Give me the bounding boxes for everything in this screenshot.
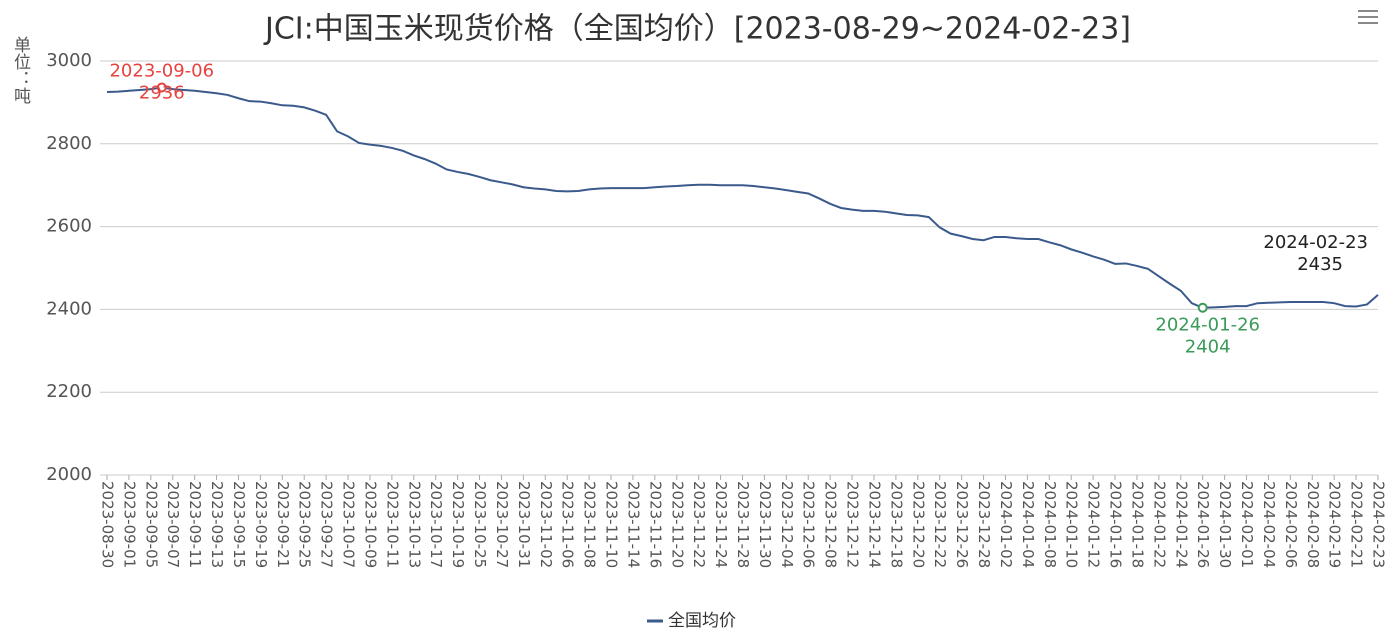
series-line bbox=[106, 86, 1379, 309]
y-tick-label: 2600 bbox=[46, 216, 92, 237]
x-tick-label: 2024-01-10 bbox=[1063, 481, 1081, 568]
y-axis-label: 单位：吨 bbox=[10, 36, 31, 104]
x-tick-label: 2024-01-12 bbox=[1085, 481, 1103, 568]
x-tick-label: 2023-09-05 bbox=[142, 481, 160, 568]
x-tick-label: 2023-11-24 bbox=[712, 481, 730, 568]
x-tick-label: 2023-09-07 bbox=[164, 481, 182, 568]
x-tick-label: 2023-09-11 bbox=[186, 481, 204, 568]
x-tick-label: 2023-11-14 bbox=[624, 481, 642, 568]
x-tick-label: 2023-09-21 bbox=[274, 481, 292, 568]
y-tick-label: 2000 bbox=[46, 464, 92, 485]
x-tick-label: 2023-10-19 bbox=[449, 481, 467, 568]
legend-label: 全国均价 bbox=[668, 611, 736, 631]
x-tick-label: 2023-10-17 bbox=[427, 481, 445, 568]
marker-date: 2024-01-26 bbox=[1155, 315, 1260, 336]
x-tick-label: 2023-09-19 bbox=[252, 481, 270, 568]
x-tick-label: 2023-12-28 bbox=[975, 481, 993, 568]
x-tick-label: 2023-10-31 bbox=[515, 481, 533, 568]
x-tick-label: 2023-11-06 bbox=[559, 481, 577, 568]
legend: 全国均价 bbox=[647, 611, 736, 631]
x-tick-label: 2024-01-22 bbox=[1150, 481, 1168, 568]
x-tick-label: 2024-01-02 bbox=[997, 481, 1015, 568]
marker-date: 2024-02-23 bbox=[1263, 232, 1368, 253]
x-tick-label: 2023-11-22 bbox=[690, 481, 708, 568]
x-tick-label: 2024-02-04 bbox=[1260, 481, 1278, 568]
y-tick-label: 2200 bbox=[46, 381, 92, 402]
x-tick-label: 2024-01-18 bbox=[1128, 481, 1146, 568]
y-tick-label: 3000 bbox=[46, 50, 92, 71]
x-tick-label: 2023-12-04 bbox=[778, 481, 796, 568]
x-tick-label: 2023-11-20 bbox=[668, 481, 686, 568]
x-tick-label: 2024-01-04 bbox=[1019, 481, 1037, 568]
chart-title: JCI:中国玉米现货价格（全国均价）[2023-08-29~2024-02-23… bbox=[263, 12, 1131, 47]
x-tick-label: 2023-11-30 bbox=[756, 481, 774, 568]
x-tick-label: 2024-02-23 bbox=[1370, 481, 1388, 568]
x-tick-label: 2023-11-16 bbox=[646, 481, 664, 568]
y-tick-label: 2400 bbox=[46, 298, 92, 319]
point-marker bbox=[156, 82, 167, 93]
x-tick-label: 2024-01-08 bbox=[1041, 481, 1059, 568]
x-tick-label: 2023-09-27 bbox=[318, 481, 336, 568]
x-tick-label: 2024-02-06 bbox=[1282, 481, 1300, 568]
menu-icon[interactable] bbox=[1358, 10, 1378, 24]
x-tick-label: 2023-09-13 bbox=[208, 481, 226, 568]
x-tick-label: 2023-12-20 bbox=[909, 481, 927, 568]
x-tick-label: 2023-12-26 bbox=[953, 481, 971, 568]
x-tick-label: 2024-02-21 bbox=[1348, 481, 1366, 568]
x-tick-label: 2023-08-30 bbox=[99, 481, 117, 568]
marker-value: 2936 bbox=[139, 82, 185, 103]
y-tick-label: 2800 bbox=[46, 133, 92, 154]
x-tick-label: 2023-12-22 bbox=[931, 481, 949, 568]
x-tick-label: 2024-02-01 bbox=[1238, 481, 1256, 568]
x-tick-label: 2024-02-08 bbox=[1304, 481, 1322, 568]
x-tick-label: 2024-01-26 bbox=[1194, 481, 1212, 568]
marker-value: 2435 bbox=[1297, 254, 1343, 275]
x-tick-label: 2023-12-12 bbox=[844, 481, 862, 568]
x-tick-label: 2023-10-09 bbox=[361, 481, 379, 568]
x-tick-label: 2023-11-08 bbox=[581, 481, 599, 568]
point-marker bbox=[1197, 302, 1208, 313]
x-tick-label: 2024-01-24 bbox=[1172, 481, 1190, 568]
x-tick-label: 2023-10-07 bbox=[340, 481, 358, 568]
x-tick-label: 2023-09-25 bbox=[296, 481, 314, 568]
x-tick-label: 2023-10-13 bbox=[405, 481, 423, 568]
marker-date: 2023-09-06 bbox=[109, 60, 214, 81]
x-tick-label: 2023-11-10 bbox=[603, 481, 621, 568]
x-tick-label: 2023-10-11 bbox=[383, 481, 401, 568]
x-tick-label: 2024-01-30 bbox=[1216, 481, 1234, 568]
x-tick-label: 2023-12-14 bbox=[865, 481, 883, 568]
x-tick-label: 2023-09-01 bbox=[120, 481, 138, 568]
x-tick-label: 2023-12-08 bbox=[822, 481, 840, 568]
x-tick-label: 2023-10-25 bbox=[471, 481, 489, 568]
x-tick-label: 2023-11-28 bbox=[734, 481, 752, 568]
x-tick-label: 2024-02-19 bbox=[1326, 481, 1344, 568]
x-tick-label: 2024-01-16 bbox=[1107, 481, 1125, 568]
x-tick-label: 2023-11-02 bbox=[537, 481, 555, 568]
x-tick-label: 2023-09-15 bbox=[230, 481, 248, 568]
x-tick-label: 2023-10-27 bbox=[493, 481, 511, 568]
x-tick-label: 2023-12-06 bbox=[800, 481, 818, 568]
x-tick-label: 2023-12-18 bbox=[887, 481, 905, 568]
marker-value: 2404 bbox=[1185, 337, 1231, 358]
